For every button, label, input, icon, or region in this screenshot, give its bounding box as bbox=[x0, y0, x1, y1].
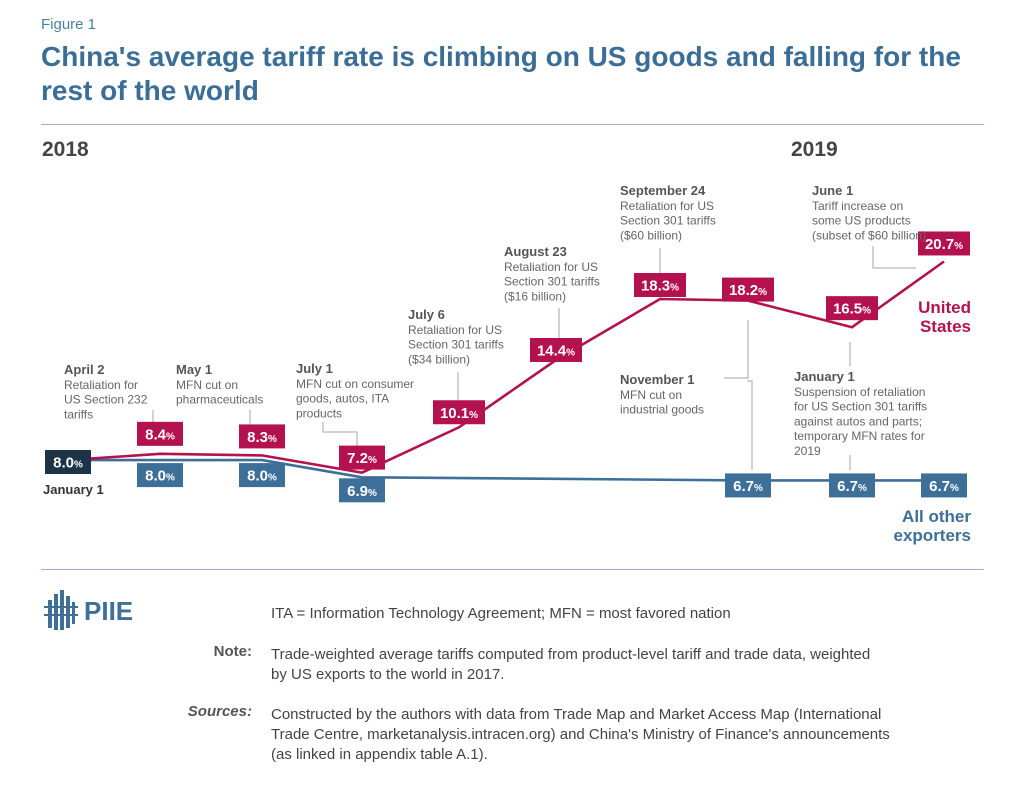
annotation-title: April 2 bbox=[64, 362, 104, 377]
figure-label: Figure 1 bbox=[41, 16, 97, 33]
bottom-divider bbox=[41, 569, 984, 570]
annotation-text-line: pharmaceuticals bbox=[176, 393, 263, 407]
annotation-leader-line bbox=[872, 246, 916, 269]
rest-of-world-series-name: exporters bbox=[894, 526, 971, 545]
rest-of-world-value-label-box bbox=[829, 473, 875, 498]
chart-title: China's average tariff rate is climbing … bbox=[41, 41, 961, 106]
united-states-value-label-box bbox=[826, 296, 878, 321]
annotation-title: January 1 bbox=[794, 369, 855, 384]
annotation-text-line: goods, autos, ITA bbox=[296, 392, 389, 406]
united-states-value-label: 10.1% bbox=[440, 405, 478, 422]
annotation-text-line: ($60 billion) bbox=[620, 228, 682, 242]
annotation-text-line: ($16 billion) bbox=[504, 289, 566, 303]
annotation-title: August 23 bbox=[504, 244, 567, 259]
annotation-text-line: US Section 232 bbox=[64, 393, 148, 407]
tariff-line-chart: 8.4% 8.3% 7.2% 10.1% 14.4% 18.3% 18.2% 16.5% 20.… bbox=[43, 183, 971, 545]
annotation-text-line: Retaliation for US bbox=[504, 260, 598, 274]
united-states-value-label-box bbox=[433, 400, 485, 425]
abbreviations-text: ITA = Information Technology Agreement; … bbox=[271, 605, 731, 622]
shared-start-value-label-box bbox=[45, 450, 91, 474]
note-line: Trade-weighted average tariffs computed … bbox=[271, 646, 871, 663]
sources-line: Trade Centre, marketanalysis.intracen.or… bbox=[271, 726, 890, 743]
annotation-text-line: Tariff increase on bbox=[812, 199, 903, 213]
rest-of-world-value-label: 6.7% bbox=[929, 478, 959, 495]
shared-start-value-label: 8.0% bbox=[53, 455, 83, 472]
rest-of-world-value-label-box bbox=[137, 463, 183, 488]
annotation-text-line: against autos and parts; bbox=[794, 414, 922, 428]
annotation-text-line: Section 301 tariffs bbox=[408, 338, 504, 352]
annotation-title: September 24 bbox=[620, 183, 706, 198]
note-label: Note: bbox=[213, 643, 252, 660]
annotation-leader-line bbox=[322, 422, 358, 452]
annotation-text-line: MFN cut on bbox=[176, 378, 238, 392]
annotation-text-line: temporary MFN rates for bbox=[794, 429, 925, 443]
piie-logo-mark-icon bbox=[44, 590, 78, 630]
start-date-label: January 1 bbox=[43, 482, 104, 497]
united-states-value-label: 16.5% bbox=[833, 301, 871, 318]
rest-of-world-value-label: 6.7% bbox=[733, 478, 763, 495]
sources-line: Constructed by the authors with data fro… bbox=[271, 706, 882, 723]
sources-label: Sources: bbox=[187, 703, 252, 720]
annotation-text-line: Retaliation for US bbox=[620, 199, 714, 213]
annotation-title: June 1 bbox=[812, 183, 853, 198]
rest-of-world-series-name: All other bbox=[902, 507, 971, 526]
sources-text: Constructed by the authors with data fro… bbox=[271, 705, 890, 765]
united-states-value-label-box bbox=[530, 338, 582, 362]
rest-of-world-value-label: 6.9% bbox=[347, 483, 377, 500]
year-2019-label: 2019 bbox=[791, 138, 838, 161]
annotation-leader-line bbox=[747, 380, 753, 470]
united-states-value-label: 20.7% bbox=[925, 236, 963, 253]
annotation-text-line: Section 301 tariffs bbox=[620, 214, 716, 228]
piie-logo: PIIE bbox=[44, 590, 133, 630]
rest-of-world-series-line bbox=[68, 458, 944, 482]
annotation-text-line: Suspension of retaliation bbox=[794, 385, 925, 399]
annotation-text-line: MFN cut on consumer bbox=[296, 377, 414, 391]
annotation-text-line: for US Section 301 tariffs bbox=[794, 400, 927, 414]
annotation-text-line: 2019 bbox=[794, 444, 821, 458]
rest-of-world-value-label-box bbox=[921, 473, 967, 498]
rest-of-world-value-label-box bbox=[725, 473, 771, 498]
united-states-value-label: 18.2% bbox=[729, 282, 767, 299]
rest-of-world-value-label: 6.7% bbox=[837, 478, 867, 495]
annotation-text-line: some US products bbox=[812, 214, 911, 228]
annotation-text-line: industrial goods bbox=[620, 403, 704, 417]
united-states-value-label-box bbox=[239, 424, 285, 449]
annotation-leader-line bbox=[724, 320, 749, 379]
annotation-title: May 1 bbox=[176, 362, 212, 377]
united-states-value-label-box bbox=[634, 273, 686, 298]
united-states-value-label: 18.3% bbox=[641, 278, 679, 295]
united-states-series-line bbox=[67, 260, 945, 474]
united-states-value-label-box bbox=[339, 445, 385, 470]
note-text: Trade-weighted average tariffs computed … bbox=[271, 645, 870, 685]
annotation-title: July 6 bbox=[408, 307, 445, 322]
rest-of-world-value-label-box bbox=[339, 478, 385, 503]
sources-line: (as linked in appendix table A.1). bbox=[271, 746, 488, 763]
note-line: by US exports to the world in 2017. bbox=[271, 666, 505, 683]
united-states-value-label: 7.2% bbox=[347, 450, 377, 467]
annotation-title: November 1 bbox=[620, 372, 694, 387]
annotation-text-line: (subset of $60 billion) bbox=[812, 228, 926, 242]
united-states-series-name: States bbox=[920, 317, 971, 336]
united-states-value-label-box bbox=[137, 421, 183, 446]
annotation-text-line: Retaliation for bbox=[64, 378, 138, 392]
piie-logo-text: PIIE bbox=[84, 596, 133, 626]
annotation-text-line: ($34 billion) bbox=[408, 352, 470, 366]
united-states-value-label-box bbox=[918, 231, 970, 256]
united-states-series-name: United bbox=[918, 298, 971, 317]
annotation-text-line: products bbox=[296, 406, 342, 420]
annotation-title: July 1 bbox=[296, 361, 333, 376]
rest-of-world-value-label-box bbox=[239, 463, 285, 488]
top-divider bbox=[41, 124, 984, 125]
rest-of-world-value-label: 8.0% bbox=[145, 468, 175, 485]
annotation-text-line: tariffs bbox=[64, 407, 93, 421]
united-states-value-label: 8.4% bbox=[145, 426, 175, 443]
year-2018-label: 2018 bbox=[42, 138, 89, 161]
united-states-value-label: 14.4% bbox=[537, 343, 575, 360]
united-states-value-label-box bbox=[722, 277, 774, 302]
annotation-text-line: Retaliation for US bbox=[408, 323, 502, 337]
annotation-text-line: MFN cut on bbox=[620, 388, 682, 402]
united-states-value-label: 8.3% bbox=[247, 429, 277, 446]
annotation-text-line: Section 301 tariffs bbox=[504, 275, 600, 289]
rest-of-world-value-label: 8.0% bbox=[247, 468, 277, 485]
